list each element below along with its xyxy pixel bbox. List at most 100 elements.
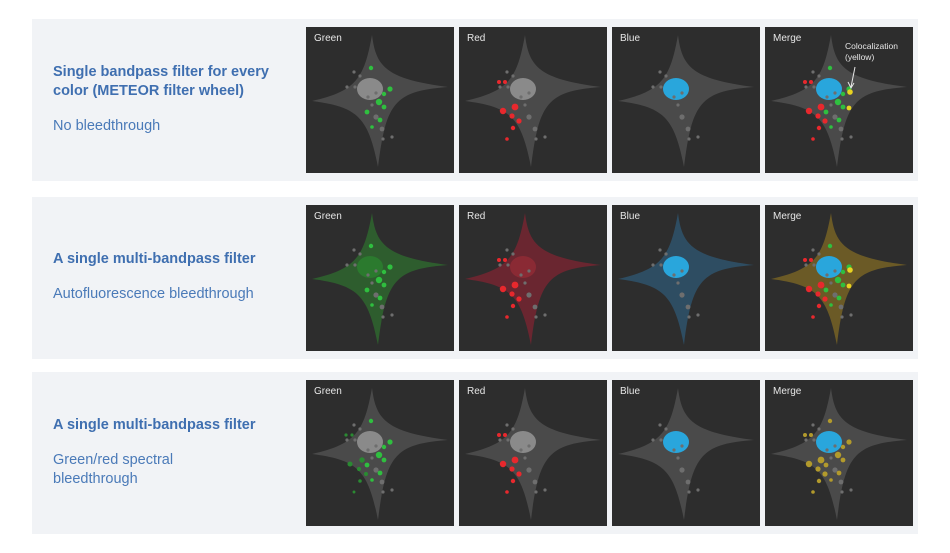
- vesicle-dot: [832, 467, 838, 473]
- vesicle-dot: [390, 135, 394, 139]
- red-dot: [516, 296, 522, 302]
- vesicle-dot: [358, 252, 362, 256]
- red-dot: [815, 113, 821, 119]
- vesicle-dot: [817, 74, 821, 78]
- vesicle-dot: [679, 114, 685, 120]
- green-dot: [387, 86, 393, 92]
- annotation-arrow: [847, 66, 856, 90]
- merge-dot: [811, 490, 815, 494]
- vesicle-dot: [685, 479, 691, 485]
- micrograph-cell: [465, 35, 601, 167]
- green-dot: [381, 91, 387, 97]
- merge-dot: [809, 433, 813, 437]
- merge-dot: [815, 466, 821, 472]
- red-dot: [503, 433, 507, 437]
- panel-row3-merge: Merge: [765, 380, 913, 526]
- vesicle-dot: [352, 70, 356, 74]
- vesicle-dot: [370, 103, 374, 107]
- cell-body: [618, 388, 754, 520]
- vesicle-dot: [811, 70, 815, 74]
- vesicle-dot: [833, 91, 837, 95]
- vesicle-dot: [687, 490, 691, 494]
- vesicle-dot: [353, 438, 357, 442]
- vesicle-dot: [374, 269, 378, 273]
- nucleus: [510, 256, 536, 278]
- merge-dot: [805, 460, 813, 468]
- micrograph-cell: [618, 388, 754, 520]
- vesicle-dot: [523, 281, 527, 285]
- merge-dot: [803, 433, 807, 437]
- vesicle-dot: [379, 304, 385, 310]
- red-dot: [499, 285, 507, 293]
- vesicle-dot: [651, 85, 655, 89]
- vesicle-dot: [658, 70, 662, 74]
- micrograph-cell: [771, 213, 907, 345]
- nucleus: [816, 256, 842, 278]
- vesicle-dot: [840, 137, 844, 141]
- micrograph-cell: [312, 35, 448, 167]
- vesicle-dot: [685, 304, 691, 310]
- vesicle-dot: [811, 423, 815, 427]
- cell-body: [465, 213, 601, 345]
- red-dot: [511, 456, 519, 464]
- panel-row1-green: Green: [306, 27, 454, 173]
- vesicle-dot: [676, 103, 680, 107]
- vesicle-dot: [832, 292, 838, 298]
- vesicle-dot: [659, 263, 663, 267]
- red-dot: [816, 303, 822, 309]
- vesicle-dot: [523, 456, 527, 460]
- row-3-subtitle: Green/red spectral bleedthrough: [53, 452, 174, 487]
- nucleus: [510, 431, 536, 453]
- vesicle-dot: [511, 252, 515, 256]
- vesicle-dot: [672, 95, 676, 99]
- vesicle-dot: [506, 438, 510, 442]
- panel-label: Red: [467, 386, 486, 397]
- vesicle-dot: [366, 273, 370, 277]
- panel-label: Merge: [773, 386, 802, 397]
- vesicle-dot: [498, 263, 502, 267]
- vesicle-dot: [804, 438, 808, 442]
- green-dot: [381, 457, 387, 463]
- panel-label: Blue: [620, 211, 641, 222]
- green-bleed-dot: [358, 479, 362, 483]
- red-dot: [822, 118, 828, 124]
- vesicle-dot: [381, 490, 385, 494]
- green-dot: [840, 282, 846, 288]
- vesicle-dot: [659, 438, 663, 442]
- green-bleed-dot: [356, 466, 362, 472]
- green-bleed-dot: [347, 461, 353, 467]
- vesicle-dot: [527, 444, 531, 448]
- green-dot: [840, 269, 846, 275]
- merge-dot: [817, 456, 825, 464]
- vesicle-dot: [366, 448, 370, 452]
- row-3-text: A single multi-bandpass filter Green/red…: [53, 416, 293, 489]
- vesicle-dot: [534, 315, 538, 319]
- green-bleed-dot: [352, 490, 356, 494]
- row-2-subtitle: Autofluorescence bleedthrough: [53, 286, 254, 302]
- vesicle-dot: [532, 479, 538, 485]
- red-dot: [505, 315, 509, 319]
- micrograph-cell: [312, 388, 448, 520]
- vesicle-dot: [498, 85, 502, 89]
- green-dot: [368, 243, 374, 249]
- vesicle-dot: [374, 91, 378, 95]
- vesicle-dot: [664, 74, 668, 78]
- vesicle-dot: [838, 304, 844, 310]
- vesicle-dot: [679, 467, 685, 473]
- vesicle-dot: [672, 448, 676, 452]
- vesicle-dot: [680, 444, 684, 448]
- panel-row2-blue: Blue: [612, 205, 760, 351]
- vesicle-dot: [838, 126, 844, 132]
- vesicle-dot: [534, 490, 538, 494]
- vesicle-dot: [812, 85, 816, 89]
- vesicle-dot: [511, 74, 515, 78]
- vesicle-dot: [664, 427, 668, 431]
- vesicle-dot: [390, 488, 394, 492]
- panel-row2-red: Red: [459, 205, 607, 351]
- vesicle-dot: [526, 292, 532, 298]
- vesicle-dot: [543, 488, 547, 492]
- panel-label: Blue: [620, 386, 641, 397]
- yellow-dot: [846, 283, 852, 289]
- vesicle-dot: [506, 85, 510, 89]
- merge-dot: [823, 462, 829, 468]
